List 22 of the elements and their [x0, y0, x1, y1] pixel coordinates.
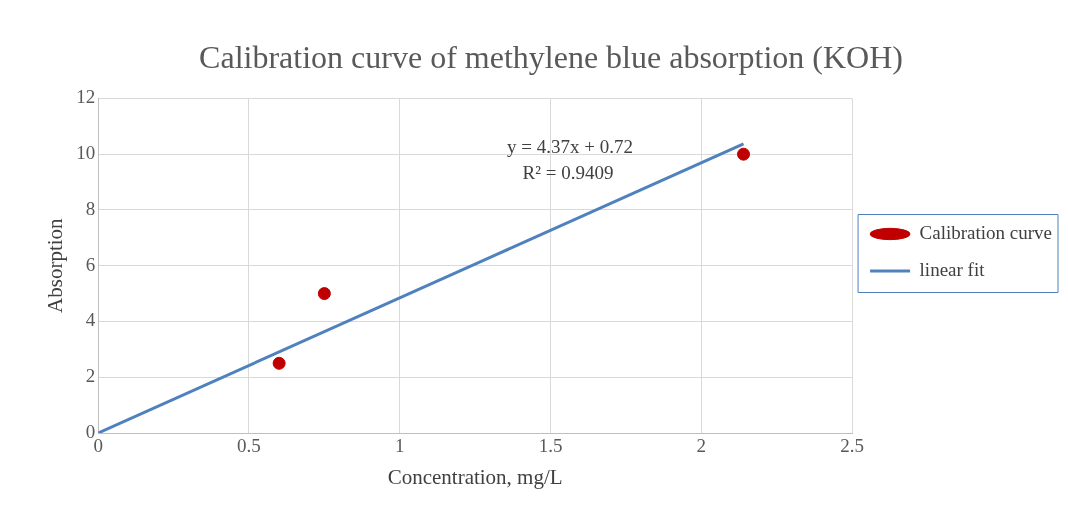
legend-label: Calibration curve — [919, 221, 1053, 243]
x-tick-label: 2 — [696, 435, 707, 457]
annotation: R² = 0.9409 — [522, 162, 614, 183]
y-tick-label: 8 — [85, 197, 96, 219]
x-tick-label: 0.5 — [237, 435, 261, 457]
point — [317, 287, 331, 301]
y-tick-label: 0 — [85, 420, 96, 442]
y-tick-label: 12 — [76, 86, 96, 108]
legend-label: linear fit — [919, 258, 986, 280]
x-tick-label: 1.5 — [538, 435, 563, 457]
y-axis-title: Absorption — [43, 217, 68, 313]
y-tick-label: 2 — [85, 365, 96, 387]
x-tick-label: 1 — [395, 435, 405, 457]
y-tick-label: 10 — [76, 142, 96, 164]
point — [737, 147, 751, 161]
chart-title: Calibration curve of methylene blue absorption (KOH) — [199, 38, 903, 75]
annotation: y = 4.37x + 0.72 — [507, 136, 633, 157]
x-tick-label: 2.5 — [840, 435, 864, 457]
y-tick-label: 4 — [85, 309, 96, 331]
point — [272, 356, 286, 370]
x-axis-title: Concentration, mg/L — [387, 464, 563, 489]
y-tick-label: 6 — [85, 253, 96, 275]
